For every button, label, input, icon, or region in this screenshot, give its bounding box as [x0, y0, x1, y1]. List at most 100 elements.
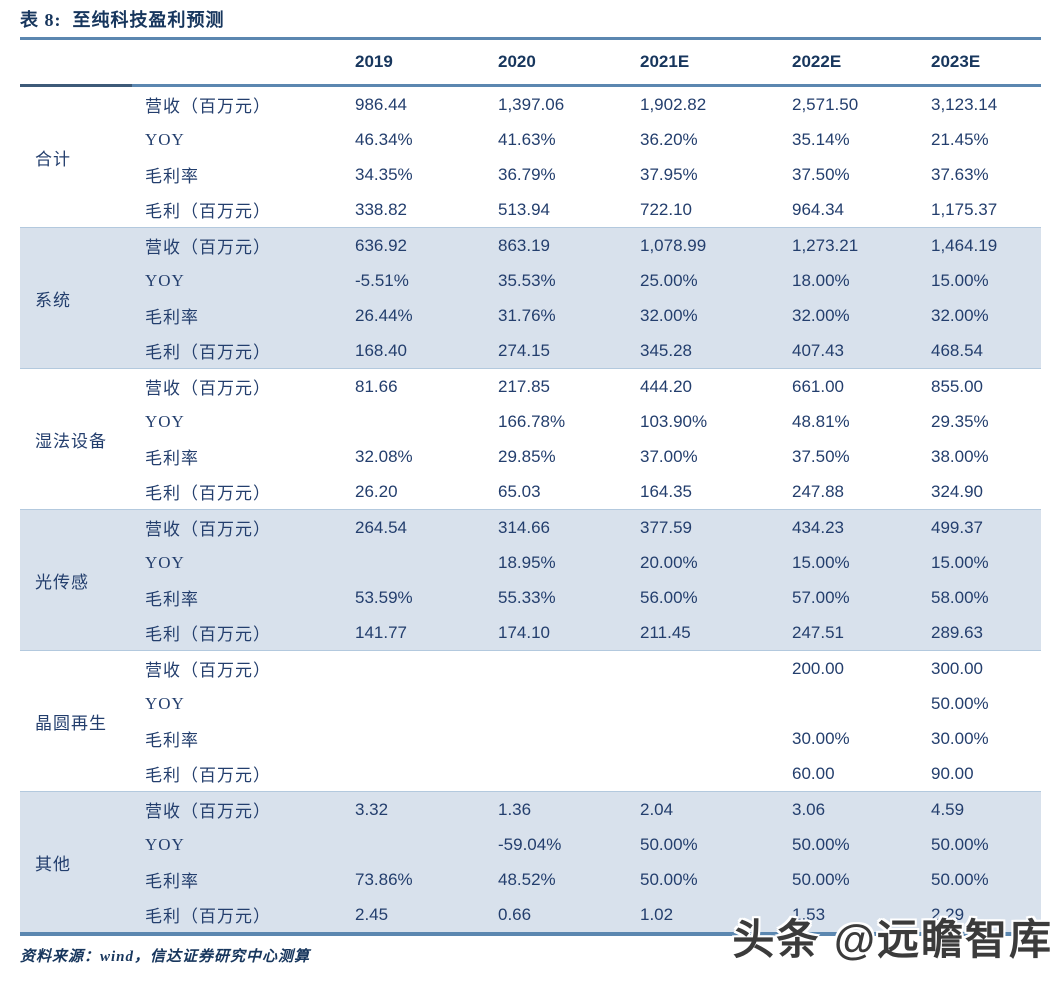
value-cell: 15.00% — [911, 545, 1041, 580]
value-cell: 300.00 — [911, 650, 1041, 686]
value-cell: 56.00% — [620, 580, 772, 615]
value-cell: 29.35% — [931, 411, 989, 431]
value-cell: 48.81% — [792, 411, 850, 431]
value-cell: 434.23 — [772, 509, 911, 545]
value-cell: 60.00 — [792, 763, 835, 783]
value-cell: 1,397.06 — [498, 94, 565, 114]
value-cell: 407.43 — [772, 333, 911, 369]
value-cell: 58.00% — [911, 580, 1041, 615]
value-cell: 324.90 — [931, 481, 983, 501]
value-cell: 1,464.19 — [911, 227, 1041, 263]
title-rule — [20, 37, 1041, 40]
value-cell: 30.00% — [931, 728, 989, 748]
value-cell: 247.51 — [772, 615, 911, 651]
value-cell: 50.00% — [620, 862, 772, 897]
metric-label: 营收（百万元） — [145, 97, 271, 116]
metric-label: YOY — [132, 545, 335, 580]
value-cell: 217.85 — [478, 368, 620, 404]
value-cell: 1.53 — [772, 897, 911, 932]
value-cell: 53.59% — [335, 580, 478, 615]
value-cell: 55.33% — [478, 580, 620, 615]
table-row: YOY 46.34% 41.63% 36.20% 35.14% 21.45% — [20, 122, 1041, 157]
value-cell: 1,902.82 — [640, 94, 707, 114]
value-cell — [335, 756, 478, 792]
table-content: 表 8: 至纯科技盈利预测 2019 2020 2021E 2022E 2023E 合计… — [20, 8, 1041, 966]
metric-label: 毛利率 — [132, 298, 335, 333]
metric-label: 营收（百万元） — [132, 368, 335, 404]
table-title: 表 8: 至纯科技盈利预测 — [20, 10, 225, 30]
value-cell: 31.76% — [478, 298, 620, 333]
value-cell: 37.50% — [792, 446, 850, 466]
value-cell — [620, 721, 772, 756]
table-row: 毛利（百万元） 141.77 174.10 211.45 247.51 289.63 — [20, 615, 1041, 651]
value-cell: 247.88 — [792, 481, 844, 501]
value-cell: 1,078.99 — [620, 227, 772, 263]
value-cell — [335, 827, 478, 862]
table-row: 毛利率 26.44% 31.76% 32.00% 32.00% 32.00% — [20, 298, 1041, 333]
metric-label: 毛利率 — [145, 449, 199, 468]
value-cell: 722.10 — [640, 199, 692, 219]
watermark: 头条 @远瞻智库 — [732, 916, 1053, 963]
value-cell: 35.53% — [478, 263, 620, 298]
value-cell: 855.00 — [911, 368, 1041, 404]
metric-label: 毛利（百万元） — [145, 766, 271, 785]
metric-label: YOY — [145, 693, 185, 713]
value-cell: 274.15 — [478, 333, 620, 369]
table-row: 毛利（百万元） 26.20 65.03 164.35 247.88 324.90 — [20, 474, 1041, 510]
metric-label: 毛利（百万元） — [132, 333, 335, 369]
value-cell — [335, 545, 478, 580]
table-row: YOY -5.51% 35.53% 25.00% 18.00% 15.00% — [20, 263, 1041, 298]
value-cell: 37.63% — [931, 164, 989, 184]
metric-label: YOY — [132, 827, 335, 862]
value-cell: 377.59 — [620, 509, 772, 545]
value-cell — [478, 756, 620, 792]
value-cell: 20.00% — [620, 545, 772, 580]
table-row: 晶圆再生 营收（百万元） 200.00 300.00 — [20, 650, 1041, 792]
value-cell: 200.00 — [772, 650, 911, 686]
value-cell: 1,273.21 — [772, 227, 911, 263]
value-cell: 30.00% — [792, 728, 850, 748]
value-cell: 50.00% — [772, 862, 911, 897]
value-cell: 211.45 — [620, 615, 772, 651]
value-cell: 103.90% — [640, 411, 708, 431]
value-cell: 314.66 — [478, 509, 620, 545]
value-cell: 65.03 — [498, 481, 541, 501]
value-cell: 15.00% — [772, 545, 911, 580]
table-row: 毛利率 53.59% 55.33% 56.00% 57.00% 58.00% — [20, 580, 1041, 615]
value-cell: 36.20% — [640, 129, 698, 149]
table-row: YOY 166.78% 103.90% 48.81% 29.35% — [20, 404, 1041, 439]
value-cell: 345.28 — [620, 333, 772, 369]
year-header: 2020 — [478, 40, 620, 87]
year-header: 2023E — [911, 40, 1041, 87]
value-cell: 174.10 — [478, 615, 620, 651]
value-cell: 986.44 — [355, 94, 407, 114]
value-cell: 26.44% — [335, 298, 478, 333]
group-label: 湿法设备 — [20, 368, 132, 510]
value-cell: 50.00% — [931, 693, 989, 713]
value-cell: 964.34 — [792, 199, 844, 219]
metric-label: YOY — [145, 129, 185, 149]
value-cell: 499.37 — [911, 509, 1041, 545]
metric-label: 毛利（百万元） — [132, 615, 335, 651]
value-cell: 444.20 — [620, 368, 772, 404]
metric-label: 毛利率 — [145, 167, 199, 186]
table-row: 毛利（百万元） 338.82 513.94 722.10 964.34 1,175.37 — [20, 192, 1041, 228]
value-cell: 166.78% — [498, 411, 566, 431]
value-cell: 50.00% — [620, 827, 772, 862]
value-cell: 38.00% — [931, 446, 989, 466]
metric-label: 营收（百万元） — [132, 509, 335, 545]
value-cell: 32.08% — [355, 446, 413, 466]
value-cell: 73.86% — [335, 862, 478, 897]
value-cell: 50.00% — [772, 827, 911, 862]
metric-label: 营收（百万元） — [132, 650, 335, 686]
value-cell: -5.51% — [335, 263, 478, 298]
metric-label: 毛利（百万元） — [145, 484, 271, 503]
value-cell: 48.52% — [478, 862, 620, 897]
value-cell: 3.06 — [772, 791, 911, 827]
value-cell: 2,571.50 — [792, 94, 859, 114]
table-row: 湿法设备 营收（百万元） 81.66 217.85 444.20 661.00 855.00 — [20, 368, 1041, 510]
value-cell: 37.95% — [640, 164, 698, 184]
table-row: 毛利率 30.00% 30.00% — [20, 721, 1041, 756]
group-label: 合计 — [35, 149, 71, 169]
value-cell: 37.00% — [640, 446, 698, 466]
